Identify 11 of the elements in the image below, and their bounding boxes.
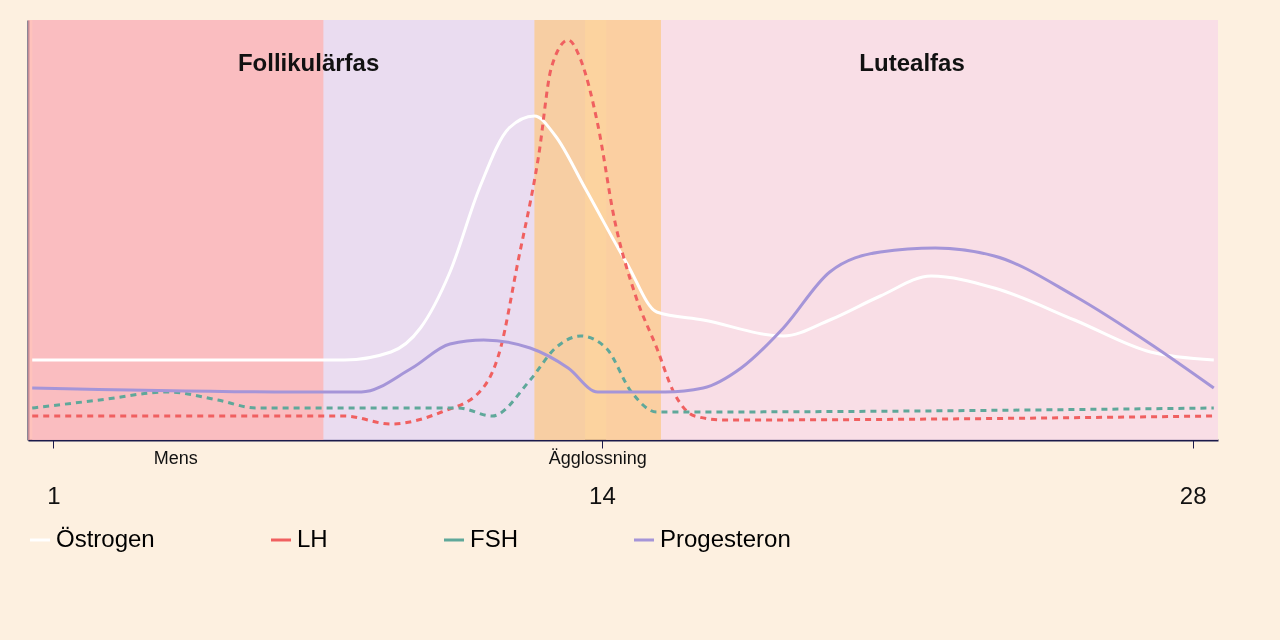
legend-label: Progesteron [660,525,791,552]
legend-label: Östrogen [56,525,155,552]
legend-label: FSH [470,525,518,552]
x-tick-label: 14 [589,481,616,509]
band-label: Ägglossning [548,448,647,468]
x-tick-label: 28 [1179,481,1207,509]
legend-label: LH [297,525,328,552]
band-label: Follikulärfas [237,49,380,76]
band-label: Mens [153,448,198,468]
band-label: Lutealfas [859,49,965,76]
x-tick-label: 1 [47,481,61,509]
